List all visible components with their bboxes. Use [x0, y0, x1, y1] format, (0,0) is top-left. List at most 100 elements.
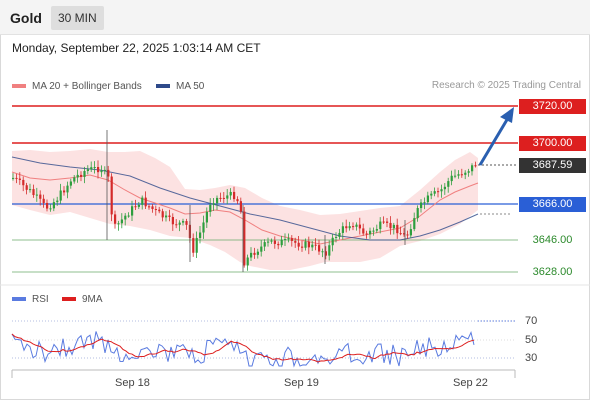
candle-body-134: [467, 171, 470, 173]
candle-body-33: [124, 215, 127, 220]
last-price-label: 3687.59: [519, 158, 586, 173]
candle-body-73: [260, 246, 263, 252]
candle-body-136: [474, 165, 477, 167]
candle-body-48: [175, 224, 178, 226]
candle-body-64: [229, 191, 232, 196]
candle-body-108: [379, 221, 382, 230]
candle-body-78: [277, 243, 280, 246]
candle-body-87: [307, 241, 310, 248]
candle-body-53: [192, 238, 195, 253]
candle-body-93: [328, 245, 331, 256]
candle-body-14: [59, 190, 62, 201]
candle-body-51: [185, 221, 188, 225]
candle-body-129: [450, 175, 453, 182]
candle-body-4: [25, 185, 28, 190]
candle-body-35: [131, 206, 134, 216]
candle-body-66: [236, 199, 239, 202]
candle-body-83: [294, 240, 297, 243]
candle-body-16: [66, 185, 69, 193]
candle-body-77: [273, 240, 276, 244]
candle-body-27: [103, 169, 106, 171]
rsi-ma-line: [11, 333, 475, 363]
candle-body-80: [284, 239, 287, 241]
candle-body-127: [443, 186, 446, 190]
legend-rsi-ma: 9MA: [62, 294, 103, 305]
candle-body-1: [15, 177, 18, 179]
candle-body-60: [216, 197, 219, 204]
candle-body-96: [338, 232, 341, 237]
candle-body-63: [226, 195, 229, 199]
candle-body-58: [209, 204, 212, 212]
candle-body-88: [311, 244, 314, 248]
candle-body-49: [178, 222, 181, 225]
candle-body-8: [39, 194, 42, 199]
candle-body-37: [137, 204, 140, 207]
candle-body-110: [386, 221, 389, 223]
candle-body-86: [304, 241, 307, 248]
candle-body-22: [86, 169, 89, 172]
candle-body-111: [389, 222, 392, 229]
candle-body-67: [239, 201, 242, 212]
candle-body-75: [267, 241, 270, 243]
candle-body-90: [318, 245, 321, 252]
support-1-label: 3646.00: [532, 234, 573, 246]
candle-body-6: [32, 189, 35, 196]
candle-body-91: [321, 251, 324, 253]
candle-body-95: [335, 236, 338, 238]
candle-body-24: [93, 167, 96, 169]
legend-bollinger-label: MA 20 + Bollinger Bands: [32, 81, 142, 92]
candle-body-30: [114, 214, 117, 224]
candle-body-12: [52, 202, 55, 209]
candle-body-65: [233, 191, 236, 200]
candle-body-69: [246, 257, 249, 266]
candle-body-98: [345, 226, 348, 229]
support-2-label: 3628.00: [532, 266, 573, 278]
candle-body-23: [90, 167, 93, 170]
candle-body-21: [83, 171, 86, 177]
candle-body-40: [148, 206, 151, 208]
legend-ma50: MA 50: [156, 81, 204, 92]
ma20-line: [11, 171, 479, 245]
candle-body-47: [171, 217, 174, 225]
candle-body-46: [168, 215, 171, 218]
candle-body-2: [18, 178, 21, 180]
candle-body-29: [110, 176, 113, 215]
rsi-line: [11, 331, 475, 368]
x-tick-sep22: Sep 22: [453, 377, 488, 389]
candle-body-89: [314, 244, 317, 246]
candle-body-25: [97, 167, 100, 173]
candle-body-120: [420, 202, 423, 209]
candle-body-74: [263, 242, 266, 247]
candle-body-103: [362, 228, 365, 234]
legend-rsi-label: RSI: [32, 294, 49, 305]
rsi-tick-70: 70: [525, 315, 538, 327]
resistance-2-label: 3720.00: [519, 99, 586, 114]
rsi-swatch: [12, 297, 26, 302]
timeframe-badge[interactable]: 30 MIN: [51, 6, 104, 30]
candle-body-26: [100, 170, 103, 173]
candle-body-9: [42, 198, 45, 203]
candle-body-105: [369, 230, 372, 235]
candle-body-3: [22, 179, 25, 186]
candle-body-81: [287, 238, 290, 240]
bollinger-swatch: [12, 84, 26, 89]
candle-body-102: [358, 224, 361, 229]
candle-body-7: [35, 194, 38, 196]
candle-body-85: [301, 246, 304, 248]
header-bar: Gold 30 MIN: [0, 0, 590, 35]
candle-body-76: [270, 240, 273, 242]
candle-body-117: [409, 229, 412, 236]
candle-body-118: [413, 218, 416, 230]
candle-body-122: [426, 195, 429, 203]
x-tick-sep19: Sep 19: [284, 377, 319, 389]
candle-body-104: [365, 233, 368, 235]
candle-body-42: [154, 209, 157, 211]
rsi-tick-30: 30: [525, 352, 538, 364]
candle-body-124: [433, 191, 436, 194]
candle-body-61: [219, 197, 222, 199]
candle-body-57: [205, 211, 208, 223]
candle-body-36: [134, 206, 137, 208]
legend-ma50-label: MA 50: [176, 81, 205, 92]
candle-body-106: [372, 230, 375, 232]
candle-body-54: [195, 237, 198, 253]
